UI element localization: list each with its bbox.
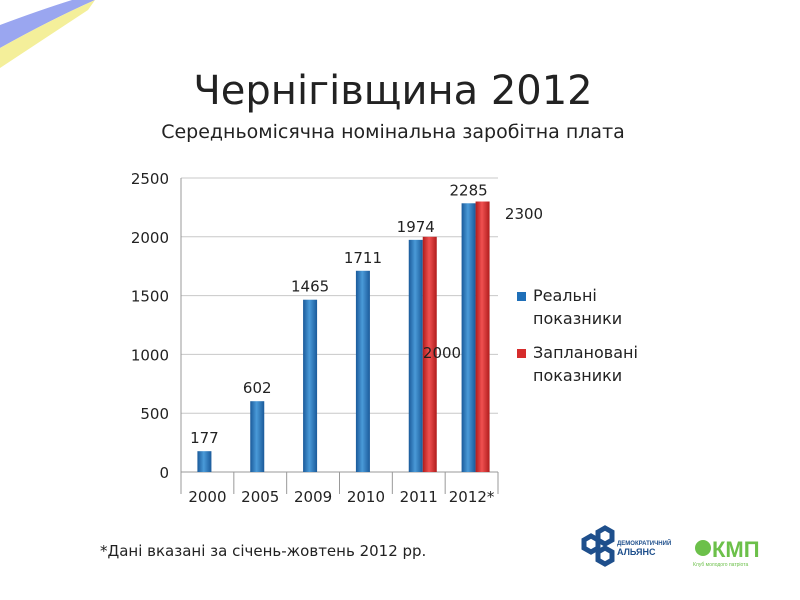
legend-label: показники xyxy=(533,309,622,328)
logo-kmp-caption: Клуб молодого патріота xyxy=(693,562,748,568)
data-label: 1465 xyxy=(291,278,329,296)
x-tick-label: 2009 xyxy=(294,488,332,506)
logo-kmp: КМП Клуб молодого патріота xyxy=(693,537,760,568)
flag-ribbon xyxy=(0,0,95,68)
bar-actual xyxy=(355,270,370,472)
y-tick-label: 1500 xyxy=(131,288,169,306)
x-tick-label: 2012* xyxy=(449,488,495,506)
y-tick-label: 0 xyxy=(159,464,169,482)
bar-planned xyxy=(475,201,490,472)
bar-actual xyxy=(197,451,212,472)
legend-label: показники xyxy=(533,366,622,385)
data-label: 177 xyxy=(190,429,219,447)
chart-legend: Реальні показники Заплановані показники xyxy=(517,286,638,385)
y-tick-label: 2500 xyxy=(131,170,169,188)
bar-actual xyxy=(250,401,265,472)
data-label: 2285 xyxy=(449,181,487,199)
data-label: 1711 xyxy=(344,249,382,267)
logo-democratic-alliance: ДЕМОКРАТИЧНИЙ АЛЬЯНС xyxy=(581,525,671,567)
bar-actual xyxy=(303,299,318,472)
data-label: 2000 xyxy=(423,344,461,362)
bar-actual xyxy=(461,203,476,472)
y-tick-label: 1000 xyxy=(131,346,169,364)
x-tick-label: 2011 xyxy=(400,488,438,506)
x-tick-label: 2005 xyxy=(241,488,279,506)
legend-swatch xyxy=(517,349,526,358)
slide-subtitle: Середньомісячна номінальна заробітна пла… xyxy=(161,121,625,143)
footnote: *Дані вказані за січень-жовтень 2012 рр. xyxy=(100,542,426,560)
legend-swatch xyxy=(517,292,526,301)
bar-chart: 0 500 1000 1500 2000 2500 2000 2005 2009 2010 2011… xyxy=(131,170,543,506)
logo-da-line1: ДЕМОКРАТИЧНИЙ xyxy=(617,539,671,547)
x-tick-label: 2010 xyxy=(347,488,385,506)
data-label: 602 xyxy=(243,379,272,397)
legend-label: Заплановані xyxy=(533,343,638,362)
logo-da-line2: АЛЬЯНС xyxy=(617,547,656,557)
logo-kmp-text: КМП xyxy=(712,537,760,562)
x-tick-label: 2000 xyxy=(188,488,226,506)
bar-actual xyxy=(408,239,423,472)
y-tick-label: 2000 xyxy=(131,229,169,247)
legend-label: Реальні xyxy=(533,286,597,305)
data-label: 1974 xyxy=(397,218,435,236)
data-label: 2300 xyxy=(505,205,543,223)
slide-title: Чернігівщина 2012 xyxy=(193,68,592,114)
bar-planned xyxy=(422,236,437,472)
y-tick-label: 500 xyxy=(140,405,169,423)
